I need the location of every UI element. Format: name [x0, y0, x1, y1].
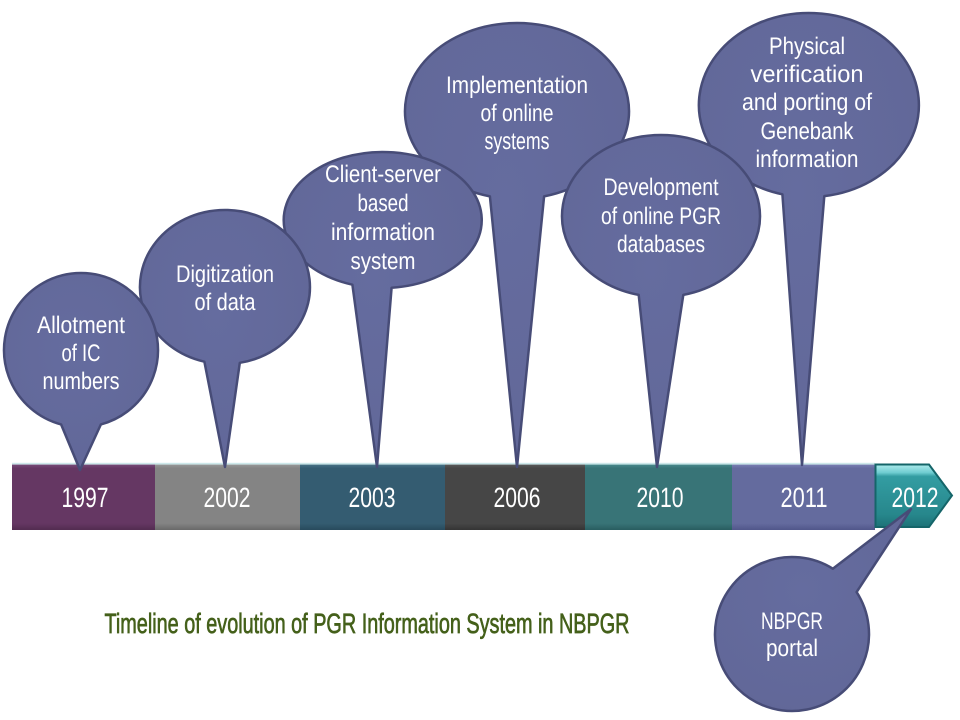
svg-text:2011: 2011 — [781, 482, 828, 513]
svg-text:numbers: numbers — [43, 368, 120, 395]
svg-text:Client-server: Client-server — [325, 161, 441, 188]
svg-text:information: information — [756, 146, 859, 173]
svg-text:2003: 2003 — [349, 482, 396, 513]
svg-text:Allotment: Allotment — [37, 312, 125, 339]
svg-text:NBPGR: NBPGR — [761, 608, 823, 635]
svg-text:portal: portal — [766, 635, 818, 662]
svg-text:2006: 2006 — [494, 482, 541, 513]
svg-text:of online PGR: of online PGR — [601, 203, 721, 230]
svg-text:databases: databases — [617, 231, 705, 258]
svg-text:information: information — [331, 219, 435, 246]
svg-text:Physical: Physical — [769, 33, 845, 60]
svg-text:2002: 2002 — [204, 482, 251, 513]
svg-text:of data: of data — [195, 289, 257, 316]
svg-text:system: system — [351, 248, 416, 275]
svg-text:of IC: of IC — [62, 340, 101, 367]
svg-text:and porting of: and porting of — [742, 89, 872, 116]
svg-text:Implementation: Implementation — [446, 72, 588, 99]
svg-text:systems: systems — [485, 128, 550, 155]
svg-text:Digitization: Digitization — [176, 261, 274, 288]
svg-text:2012: 2012 — [892, 482, 939, 513]
svg-text:verification: verification — [751, 61, 864, 88]
svg-text:based: based — [358, 190, 409, 217]
svg-text:2010: 2010 — [637, 482, 684, 513]
svg-text:1997: 1997 — [62, 482, 109, 513]
svg-text:Development: Development — [604, 174, 719, 201]
svg-text:Timeline of evolution of PGR I: Timeline of evolution of PGR Information… — [105, 608, 630, 639]
svg-text:of online: of online — [481, 100, 554, 127]
svg-text:Genebank: Genebank — [761, 118, 855, 145]
